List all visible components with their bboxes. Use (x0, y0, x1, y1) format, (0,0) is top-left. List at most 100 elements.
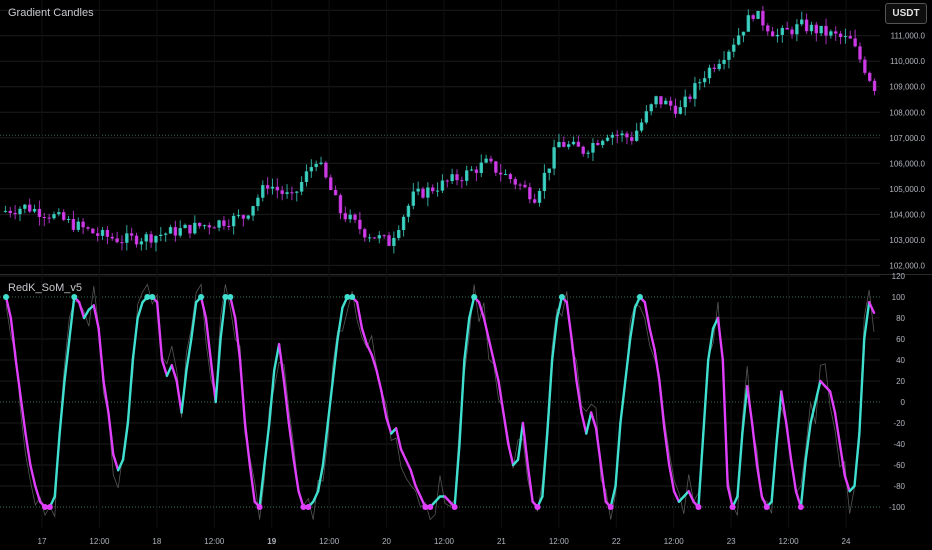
osc-line-segment (9, 316, 17, 362)
candle-body (838, 33, 843, 37)
main-y-tick-label: 111,000.0 (891, 32, 926, 41)
candle-body (673, 105, 678, 114)
osc-line-segment (546, 358, 554, 435)
osc-line-segment (780, 390, 788, 425)
osc-line-segment (63, 337, 71, 383)
osc-bottom-dot (451, 504, 458, 510)
candle-body (86, 227, 90, 229)
main-y-tick-label: 109,000.0 (889, 83, 925, 92)
osc-bottom-dot (42, 504, 49, 510)
osc-line-segment (292, 458, 300, 493)
osc-line-segment (414, 484, 422, 498)
candle-body (625, 133, 629, 138)
osc-line-segment (746, 385, 754, 425)
candle-body (110, 236, 114, 239)
x-tick-label: 21 (497, 537, 506, 546)
osc-line-segment (863, 301, 871, 341)
candle-body (770, 31, 775, 37)
osc-bottom-dot (695, 504, 702, 510)
candle-body (460, 180, 464, 182)
candle-body (120, 242, 124, 244)
candle-body (668, 100, 673, 106)
candle-body (154, 235, 158, 243)
candle-body (241, 215, 246, 219)
x-tick-label: 18 (152, 537, 161, 546)
candle-body (552, 147, 556, 169)
candle-body (751, 15, 755, 19)
candle-body (144, 234, 148, 242)
osc-line-segment (814, 379, 822, 404)
osc-line-segment (521, 421, 529, 467)
currency-button[interactable]: USDT (885, 3, 927, 24)
candle-body (139, 241, 144, 245)
candle-body (610, 134, 615, 138)
x-tick-label: 12:00 (664, 537, 685, 546)
candle-body (664, 100, 668, 105)
candle-body (231, 215, 236, 227)
candle-body (100, 229, 105, 236)
candle-body (105, 229, 110, 237)
osc-top-dot (198, 294, 205, 300)
osc-line-segment (331, 337, 339, 383)
osc-line-segment (258, 463, 266, 509)
osc-line-segment (799, 458, 807, 509)
candle-body (717, 63, 721, 69)
osc-line-segment (214, 337, 222, 404)
osc-line-segment (268, 369, 276, 425)
candle-body (280, 190, 284, 194)
candle-body (324, 162, 328, 178)
candle-body (649, 104, 653, 112)
osc-line-segment (507, 442, 515, 467)
candle-body (863, 59, 867, 73)
osc-line-segment (555, 295, 564, 320)
candle-body (382, 235, 386, 237)
osc-line-segment (487, 337, 495, 362)
osc-line-segment (755, 463, 764, 498)
osc-line-segment (92, 304, 100, 330)
candle-body (518, 184, 522, 186)
candle-body (858, 46, 862, 60)
candle-body (440, 180, 445, 191)
candle-body (251, 206, 255, 216)
candle-body (785, 27, 789, 30)
osc-y-tick-label: 80 (896, 314, 905, 323)
osc-line-segment (697, 432, 705, 509)
x-tick-label: 24 (842, 537, 851, 546)
osc-line-segment (785, 421, 793, 461)
osc-line-segment (312, 490, 320, 503)
candle-body (18, 208, 22, 215)
candle-body (620, 133, 624, 136)
osc-line-segment (219, 295, 227, 341)
osc-line-segment (750, 421, 759, 467)
candle-body (168, 227, 173, 234)
candle-body (702, 78, 707, 83)
osc-line-segment (770, 442, 778, 503)
candle-body (586, 152, 590, 154)
x-tick-label: 17 (38, 537, 47, 546)
osc-line-segment (526, 463, 534, 503)
osc-line-segment (34, 484, 42, 503)
osc-line-segment (575, 379, 583, 414)
osc-line-segment (204, 316, 213, 362)
candle-body (557, 141, 561, 148)
candle-body (52, 214, 56, 219)
x-tick-label: 12:00 (89, 537, 110, 546)
candle-body (848, 36, 852, 39)
osc-line-segment (68, 295, 76, 341)
x-tick-label: 22 (612, 537, 621, 546)
osc-line-segment (482, 316, 490, 341)
osc-line-segment (663, 427, 671, 467)
osc-line-segment (589, 411, 598, 430)
candle-body (600, 140, 605, 146)
osc-line-segment (687, 490, 695, 503)
osc-line-segment (160, 358, 169, 377)
osc-y-tick-label: 20 (896, 377, 905, 386)
candle-body (736, 35, 741, 45)
candle-body (727, 51, 731, 60)
candle-body (23, 204, 27, 209)
candle-body (183, 224, 187, 229)
candle-body (819, 25, 823, 34)
candle-body (134, 235, 139, 245)
osc-line-segment (107, 411, 115, 456)
